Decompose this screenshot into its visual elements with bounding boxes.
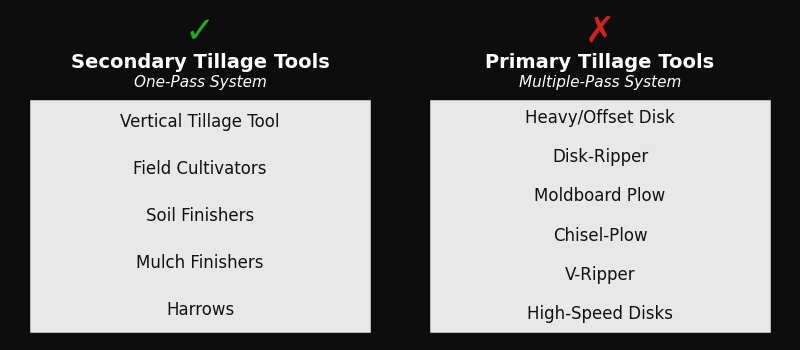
- Text: Heavy/Offset Disk: Heavy/Offset Disk: [525, 109, 675, 127]
- Text: High-Speed Disks: High-Speed Disks: [527, 305, 673, 323]
- Text: Harrows: Harrows: [166, 301, 234, 319]
- Text: Multiple-Pass System: Multiple-Pass System: [519, 76, 681, 91]
- Text: Moldboard Plow: Moldboard Plow: [534, 187, 666, 205]
- Text: ✗: ✗: [585, 15, 615, 49]
- Text: V-Ripper: V-Ripper: [565, 266, 635, 284]
- Text: ✓: ✓: [185, 15, 215, 49]
- Text: Field Cultivators: Field Cultivators: [134, 160, 266, 178]
- FancyBboxPatch shape: [30, 100, 370, 332]
- FancyBboxPatch shape: [430, 100, 770, 332]
- Text: Disk-Ripper: Disk-Ripper: [552, 148, 648, 166]
- Text: Soil Finishers: Soil Finishers: [146, 207, 254, 225]
- Text: Vertical Tillage Tool: Vertical Tillage Tool: [120, 113, 280, 131]
- Text: One-Pass System: One-Pass System: [134, 76, 266, 91]
- Text: Mulch Finishers: Mulch Finishers: [136, 254, 264, 272]
- Text: Secondary Tillage Tools: Secondary Tillage Tools: [70, 52, 330, 71]
- Text: Primary Tillage Tools: Primary Tillage Tools: [486, 52, 714, 71]
- Text: Chisel-Plow: Chisel-Plow: [553, 226, 647, 245]
